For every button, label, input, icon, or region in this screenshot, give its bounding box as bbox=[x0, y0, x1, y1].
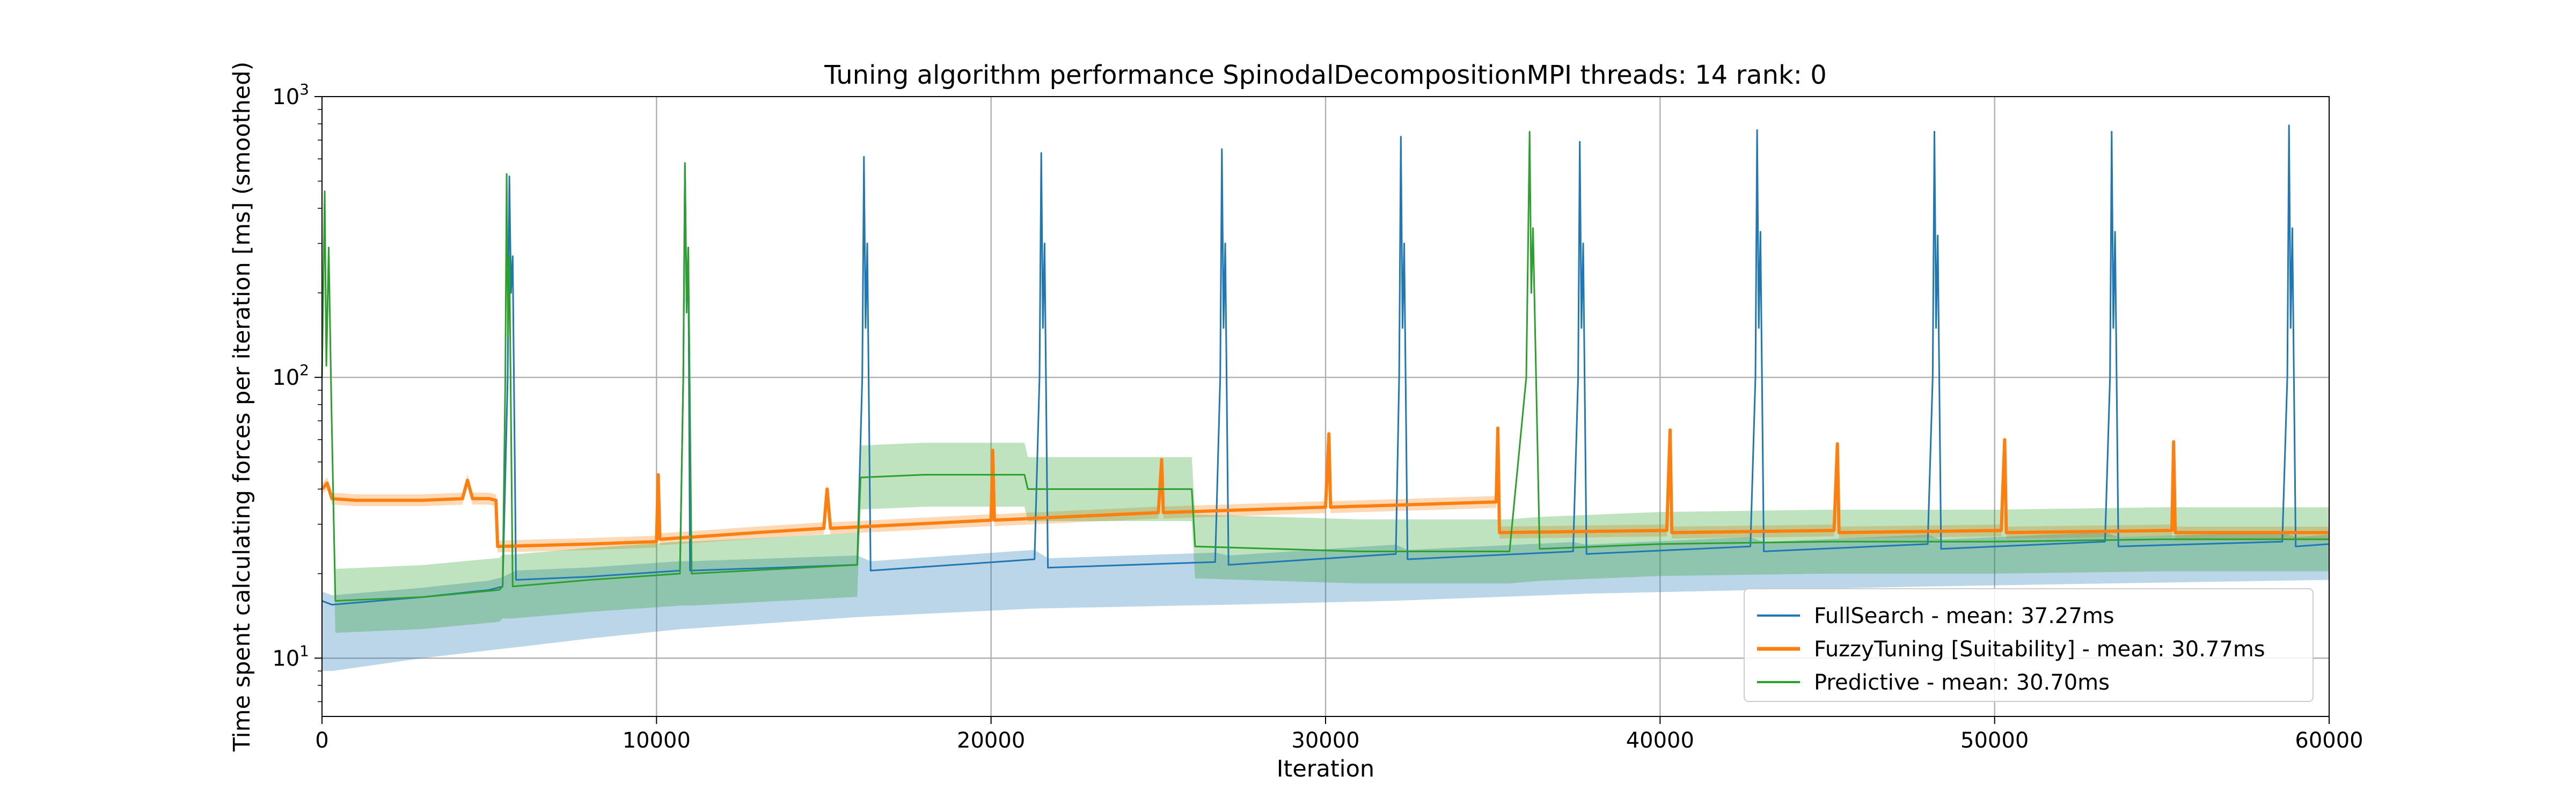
series-lines bbox=[320, 125, 2330, 606]
x-tick-label-1: 10000 bbox=[623, 728, 691, 753]
x-tick-label-3: 30000 bbox=[1291, 728, 1359, 753]
series-line-2 bbox=[321, 130, 2329, 602]
y-axis-ticks: 101 102 103 bbox=[272, 80, 322, 702]
x-tick-label-0: 0 bbox=[315, 728, 328, 753]
x-tick-label-2: 20000 bbox=[957, 728, 1025, 753]
y-axis-label: Time spent calculating forces per iterat… bbox=[229, 62, 255, 752]
series-band-2 bbox=[331, 372, 2329, 633]
chart-title: Tuning algorithm performance SpinodalDec… bbox=[824, 60, 1827, 90]
x-axis-ticks: 0 10000 20000 30000 40000 50000 60000 bbox=[315, 716, 2363, 753]
y-tick-label-1: 102 bbox=[272, 361, 309, 390]
x-tick-label-4: 40000 bbox=[1626, 728, 1694, 753]
y-tick-label-0: 101 bbox=[272, 642, 309, 671]
series-line-1 bbox=[320, 426, 2329, 548]
legend-box bbox=[1744, 588, 2314, 702]
y-tick-label-2: 103 bbox=[272, 80, 309, 109]
legend-label-1: FuzzyTuning [Suitability] - mean: 30.77m… bbox=[1814, 637, 2265, 662]
legend-label-2: Predictive - mean: 30.70ms bbox=[1814, 670, 2110, 695]
x-axis-label: Iteration bbox=[1277, 756, 1374, 782]
x-tick-label-6: 60000 bbox=[2295, 728, 2363, 753]
legend: FullSearch - mean: 37.27ms FuzzyTuning [S… bbox=[1744, 588, 2314, 702]
x-tick-label-5: 50000 bbox=[1960, 728, 2029, 753]
legend-label-0: FullSearch - mean: 37.27ms bbox=[1814, 604, 2114, 628]
